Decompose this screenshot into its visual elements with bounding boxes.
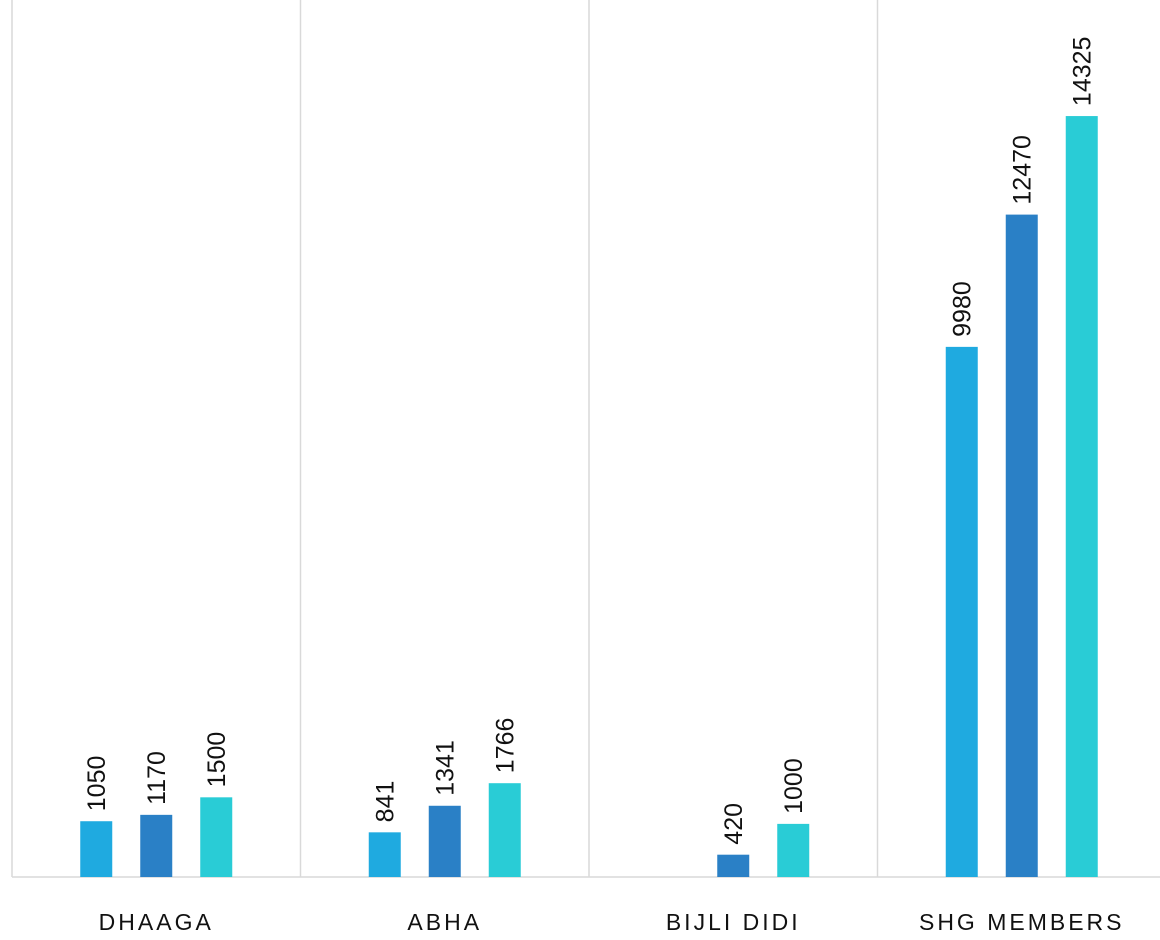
x-tick-label: SHG MEMBERS [919, 909, 1125, 935]
bar [200, 797, 233, 877]
bar [1065, 116, 1098, 877]
data-label: 1050 [83, 756, 111, 812]
bar [488, 783, 521, 877]
data-label: 1766 [492, 718, 520, 774]
data-label: 1341 [432, 740, 460, 796]
bar [777, 823, 810, 877]
data-label: 1170 [143, 751, 171, 805]
x-tick-label: BIJLI DIDI [666, 909, 801, 935]
bar [140, 814, 173, 877]
data-label: 14325 [1069, 37, 1097, 107]
data-label: 12470 [1009, 135, 1037, 205]
bar [717, 854, 750, 877]
bar [368, 832, 401, 877]
data-label: 9980 [949, 281, 977, 337]
x-tick-label: DHAAGA [99, 909, 214, 935]
data-label: 841 [372, 781, 400, 823]
bar [80, 821, 113, 877]
data-label: 1000 [780, 758, 808, 814]
data-label: 1500 [203, 732, 231, 788]
bar [428, 805, 461, 877]
bar [945, 346, 978, 878]
data-label: 420 [720, 803, 748, 845]
bar [1005, 214, 1038, 878]
x-tick-label: ABHA [407, 909, 482, 935]
